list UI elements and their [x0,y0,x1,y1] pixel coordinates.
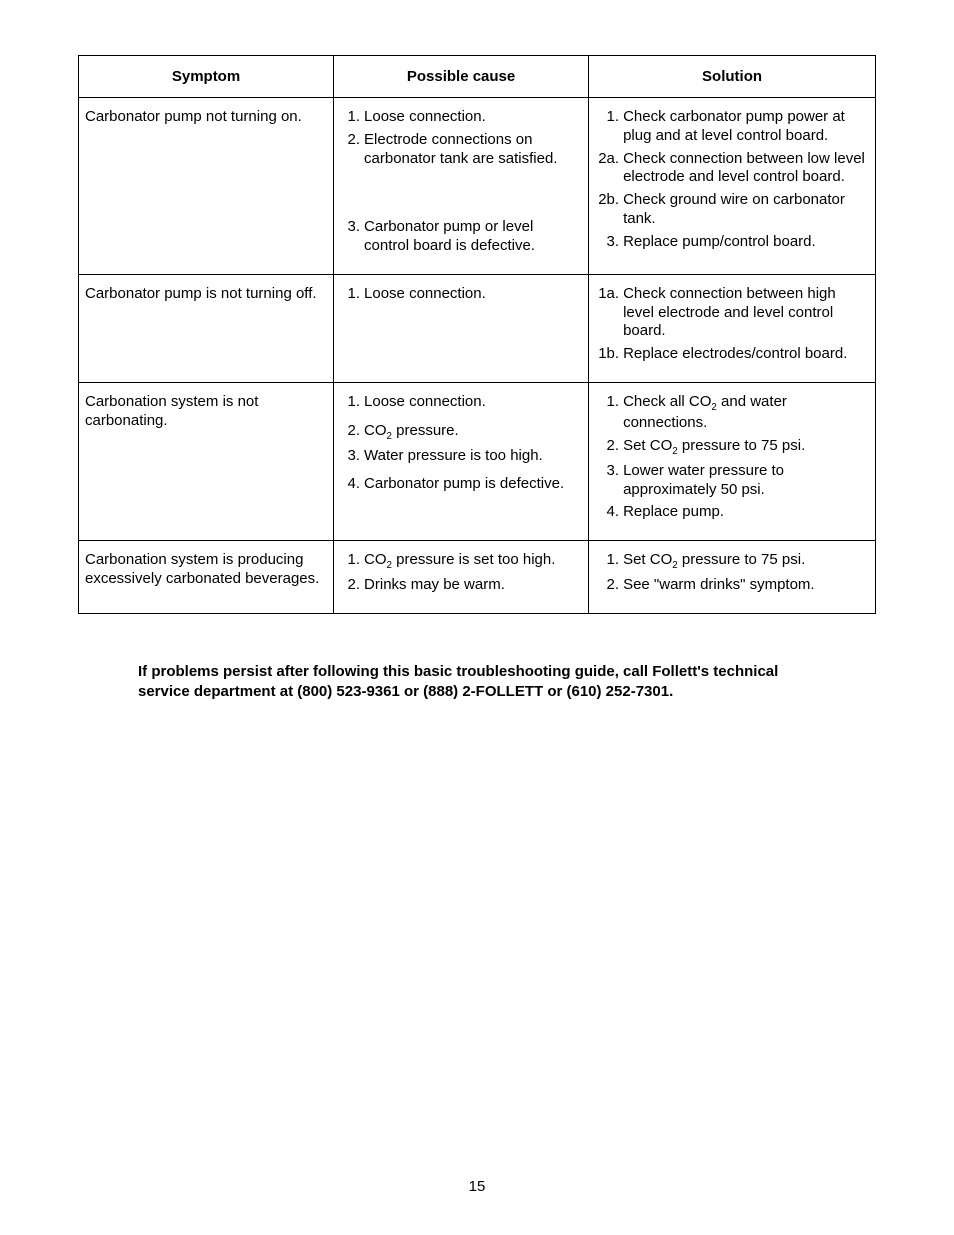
solution-text: Check all CO2 and water connections. [623,393,869,433]
troubleshooting-table: Symptom Possible cause Solution Carbonat… [78,55,876,614]
col-header-symptom: Symptom [79,56,334,98]
page-number: 15 [0,1178,954,1195]
cause-text: CO2 pressure. [364,422,582,443]
symptom-cell: Carbonator pump not turning on. [79,98,334,275]
symptom-cell: Carbonator pump is not turning off. [79,274,334,382]
symptom-cell: Carbonation system is producing excessiv… [79,541,334,614]
col-header-solution: Solution [589,56,876,98]
table-row: Carbonation system is not carbonating. 1… [79,382,876,540]
solution-text: Set CO2 pressure to 75 psi. [623,551,869,572]
solution-cell: 1.Check all CO2 and water connections. 2… [589,382,876,540]
solution-cell: 1.Set CO2 pressure to 75 psi. 2.See "war… [589,541,876,614]
table-row: Carbonation system is producing excessiv… [79,541,876,614]
cause-text: CO2 pressure is set too high. [364,551,582,572]
solution-cell: 1a.Check connection between high level e… [589,274,876,382]
solution-text: Set CO2 pressure to 75 psi. [623,437,869,458]
col-header-cause: Possible cause [334,56,589,98]
persist-note: If problems persist after following this… [138,662,816,703]
solution-cell: 1.Check carbonator pump power at plug an… [589,98,876,275]
cause-cell: 1.Loose connection. 2.CO2 pressure. 3.Wa… [334,382,589,540]
symptom-cell: Carbonation system is not carbonating. [79,382,334,540]
table-header-row: Symptom Possible cause Solution [79,56,876,98]
cause-cell: 1.CO2 pressure is set too high. 2.Drinks… [334,541,589,614]
table-row: Carbonator pump not turning on. 1.Loose … [79,98,876,275]
document-page: Symptom Possible cause Solution Carbonat… [0,0,954,1235]
cause-cell: 1.Loose connection. [334,274,589,382]
table-row: Carbonator pump is not turning off. 1.Lo… [79,274,876,382]
cause-cell: 1.Loose connection. 2.Electrode connecti… [334,98,589,275]
